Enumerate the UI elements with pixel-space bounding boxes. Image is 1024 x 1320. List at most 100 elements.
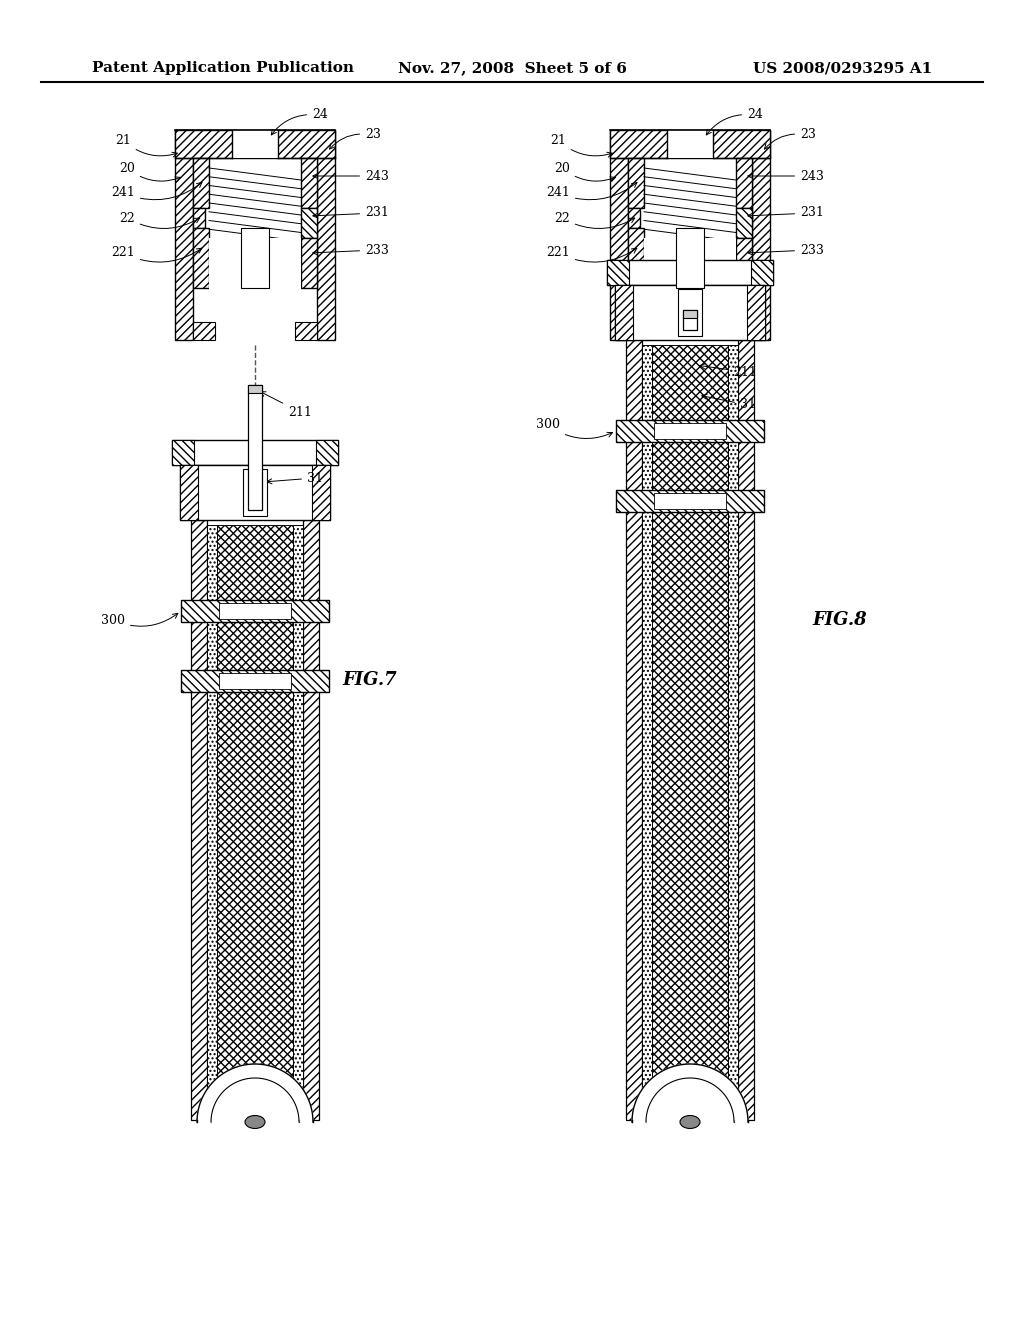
Bar: [730, 322, 752, 341]
Bar: [652, 345, 728, 1115]
Text: 243: 243: [313, 169, 389, 182]
Text: 221: 221: [112, 247, 202, 263]
Bar: [616, 490, 764, 512]
Bar: [180, 465, 198, 520]
Bar: [181, 601, 329, 622]
Bar: [317, 129, 335, 341]
Text: 300: 300: [536, 418, 612, 438]
Text: 221: 221: [546, 247, 637, 263]
Bar: [654, 422, 726, 440]
Bar: [752, 129, 770, 341]
Bar: [193, 322, 215, 341]
Text: 23: 23: [330, 128, 381, 149]
Text: 24: 24: [707, 108, 763, 135]
Bar: [172, 440, 338, 465]
Bar: [316, 440, 338, 465]
Bar: [607, 260, 629, 285]
Text: 23: 23: [765, 128, 816, 149]
Bar: [217, 525, 293, 1115]
Bar: [191, 520, 207, 1119]
Bar: [209, 238, 301, 298]
Text: 21: 21: [115, 133, 177, 157]
Bar: [628, 158, 644, 209]
Text: Nov. 27, 2008  Sheet 5 of 6: Nov. 27, 2008 Sheet 5 of 6: [397, 61, 627, 75]
Text: FIG.7: FIG.7: [343, 671, 397, 689]
Bar: [738, 341, 754, 1119]
Bar: [654, 492, 726, 510]
Bar: [628, 322, 650, 341]
Bar: [193, 228, 209, 288]
Bar: [301, 238, 317, 288]
Bar: [683, 310, 697, 318]
Text: 21: 21: [550, 133, 612, 157]
Bar: [301, 209, 317, 238]
Bar: [232, 129, 278, 158]
Bar: [607, 260, 773, 285]
Text: 241: 241: [111, 182, 202, 199]
Bar: [628, 228, 644, 288]
Text: 211: 211: [260, 392, 312, 418]
Bar: [676, 228, 705, 288]
Text: Patent Application Publication: Patent Application Publication: [92, 61, 354, 75]
Polygon shape: [211, 1078, 299, 1122]
Text: US 2008/0293295 A1: US 2008/0293295 A1: [753, 61, 932, 75]
Bar: [219, 603, 291, 619]
Bar: [644, 238, 736, 298]
Bar: [616, 420, 764, 442]
Text: 233: 233: [313, 243, 389, 256]
Bar: [736, 238, 752, 288]
Polygon shape: [632, 1064, 748, 1122]
Bar: [248, 385, 262, 393]
Bar: [180, 465, 330, 520]
Bar: [301, 158, 317, 209]
Bar: [736, 158, 752, 209]
Text: 211: 211: [699, 364, 757, 379]
Bar: [193, 158, 209, 209]
Bar: [207, 525, 217, 1115]
Bar: [293, 525, 303, 1115]
Bar: [746, 285, 765, 341]
Text: FIG.8: FIG.8: [813, 611, 867, 630]
Text: 231: 231: [748, 206, 824, 219]
Bar: [175, 129, 335, 158]
Bar: [683, 310, 697, 330]
Bar: [626, 341, 642, 1119]
Ellipse shape: [680, 1115, 700, 1129]
Text: 233: 233: [748, 243, 824, 256]
Bar: [172, 440, 194, 465]
Bar: [678, 289, 702, 337]
Text: 300: 300: [101, 614, 178, 627]
Text: 22: 22: [554, 211, 635, 228]
Bar: [615, 285, 633, 341]
Bar: [303, 520, 319, 1119]
Bar: [610, 129, 628, 341]
Bar: [295, 322, 317, 341]
Text: 20: 20: [119, 161, 180, 182]
Bar: [667, 129, 713, 158]
Bar: [652, 345, 728, 1115]
Bar: [193, 209, 205, 228]
Bar: [610, 129, 770, 158]
Text: 231: 231: [313, 206, 389, 219]
Bar: [615, 285, 765, 341]
Bar: [736, 209, 752, 238]
Text: 31: 31: [701, 395, 756, 412]
Text: 243: 243: [748, 169, 824, 182]
Polygon shape: [197, 1064, 313, 1122]
Bar: [175, 129, 193, 341]
Text: 241: 241: [546, 182, 637, 199]
Text: 20: 20: [554, 161, 615, 182]
Bar: [217, 525, 293, 1115]
Bar: [248, 385, 262, 510]
Bar: [728, 345, 738, 1115]
Text: 24: 24: [271, 108, 328, 135]
Bar: [181, 671, 329, 692]
Bar: [219, 673, 291, 689]
Bar: [312, 465, 330, 520]
Bar: [628, 209, 640, 228]
Bar: [642, 345, 652, 1115]
Text: 31: 31: [267, 471, 323, 484]
Text: 22: 22: [119, 211, 200, 228]
Bar: [751, 260, 773, 285]
Polygon shape: [646, 1078, 734, 1122]
